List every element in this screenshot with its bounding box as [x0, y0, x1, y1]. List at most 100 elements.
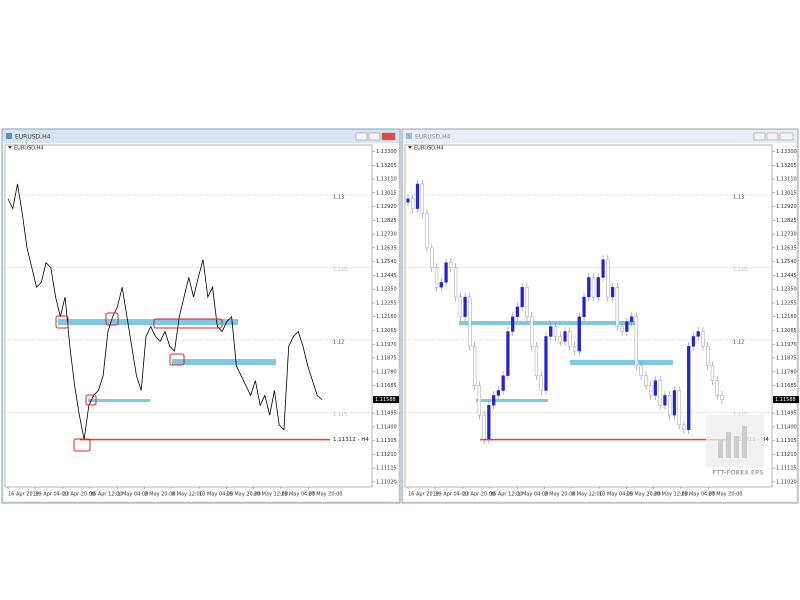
candle-body [539, 375, 543, 391]
x-tick-label: 1 May 04:00 [117, 492, 148, 498]
candle-body [615, 286, 619, 327]
highlight-box [73, 438, 91, 452]
plot-frame [4, 144, 373, 488]
y-tick-label: 1.11400 [376, 424, 397, 430]
candle-body [530, 316, 534, 347]
y-tick-label: 1.11210 [376, 452, 397, 458]
highlight-box [105, 312, 119, 326]
y-tick-label: 1.11400 [776, 424, 797, 430]
zone [58, 319, 238, 325]
candle-body [572, 346, 577, 352]
candle-body [453, 267, 458, 298]
candle-body [682, 424, 686, 430]
y-tick-label: 1.12635 [376, 245, 397, 251]
label-marker [8, 146, 12, 149]
x-tick-label: 19 Apr 04:00 [35, 492, 68, 498]
candle-body [425, 213, 429, 249]
watermark: FTT-FOREX EPS [712, 470, 763, 477]
y-tick-label: 1.11970 [376, 342, 397, 348]
candle-body [496, 390, 501, 396]
close-button[interactable] [381, 132, 396, 141]
watermark-bar [726, 432, 731, 458]
candle-body [720, 395, 724, 400]
candle-body [430, 247, 434, 268]
x-tick-label: 16 Apr 2019 [8, 492, 39, 498]
candle-body [515, 306, 520, 317]
last-price-label: 1.11588 [375, 397, 396, 403]
candle-body [463, 296, 467, 317]
level-label: 1.12 [733, 339, 744, 345]
minimize-button[interactable] [355, 132, 368, 141]
level-label: 1.12 [333, 339, 344, 345]
x-tick-label: 16 Apr 2019 [408, 492, 439, 498]
y-tick-label: 1.11780 [776, 369, 797, 375]
y-tick-label: 1.12825 [376, 218, 397, 224]
maximize-button[interactable] [368, 132, 381, 141]
x-tick-label: 27 May 20:00 [708, 492, 742, 498]
y-tick-label: 1.12255 [376, 300, 397, 306]
y-tick-label: 1.12730 [376, 232, 397, 238]
candle-body [501, 375, 505, 391]
candle-body [468, 296, 472, 347]
last-price-label: 1.11588 [775, 397, 796, 403]
candle-body [591, 277, 596, 298]
title-bar [3, 130, 399, 143]
candle-body [715, 380, 719, 396]
x-tick-label: 23 Apr 20:00 [63, 492, 96, 498]
highlight-boxes [55, 312, 223, 452]
y-tick-label: 1.11970 [776, 342, 797, 348]
last-price-box [773, 396, 799, 404]
minimize-button[interactable] [753, 132, 766, 141]
x-tick-label: 26 Apr 12:00 [90, 492, 123, 498]
y-tick-label: 1.11780 [376, 369, 397, 375]
close-button[interactable] [779, 132, 794, 141]
candle-body [668, 395, 672, 416]
maximize-button[interactable] [766, 132, 779, 141]
candle-body [601, 259, 605, 278]
level-label: 1.115 [333, 412, 347, 418]
y-tick-label: 1.12255 [776, 300, 797, 306]
y-tick-label: 1.12825 [776, 218, 797, 224]
y-tick-label: 1.12635 [776, 245, 797, 251]
candle-body [449, 262, 453, 268]
candle-body [606, 259, 610, 298]
x-tick-label: 13 May 04:00 [599, 492, 633, 498]
candle-body [549, 326, 553, 337]
level-label: 1.115 [733, 412, 747, 418]
candle-body [649, 385, 653, 396]
candle-body [411, 198, 415, 209]
candle-body [568, 331, 572, 347]
candle-body [644, 375, 648, 386]
candle-body [477, 385, 481, 416]
candle-body [610, 286, 615, 298]
x-tick-label: 20 May 12:00 [254, 492, 288, 498]
level-label: 1.13 [333, 194, 344, 200]
candle-body [658, 380, 662, 406]
watermark-bar [742, 426, 747, 458]
x-tick-label: 20 May 12:00 [654, 492, 688, 498]
y-tick-label: 1.11305 [376, 438, 397, 444]
candle-body [558, 336, 562, 342]
y-tick-label: 1.12160 [776, 314, 797, 320]
candle-body [472, 346, 477, 386]
x-tick-label: 1 May 04:00 [517, 492, 548, 498]
candle-body [687, 346, 691, 430]
y-tick-label: 1.11685 [776, 383, 797, 389]
zone [476, 399, 548, 402]
x-tick-label: 15 May 20:00 [626, 492, 660, 498]
level-label: 1.125 [733, 267, 747, 273]
price-line [7, 183, 323, 440]
x-tick-label: 8 May 12:00 [172, 492, 203, 498]
chart-label: EURUSD,H4 [414, 146, 444, 152]
chart-label: EURUSD,H4 [14, 146, 44, 152]
candle-body [420, 183, 424, 214]
candle-body [677, 390, 681, 426]
y-tick-label: 1.12065 [376, 328, 397, 334]
y-tick-label: 1.12350 [776, 287, 797, 293]
y-tick-label: 1.12445 [776, 273, 797, 279]
candle-body [639, 365, 643, 376]
candle-body [406, 198, 410, 203]
y-tick-label: 1.13110 [776, 177, 797, 183]
x-tick-label: 8 May 12:00 [572, 492, 603, 498]
